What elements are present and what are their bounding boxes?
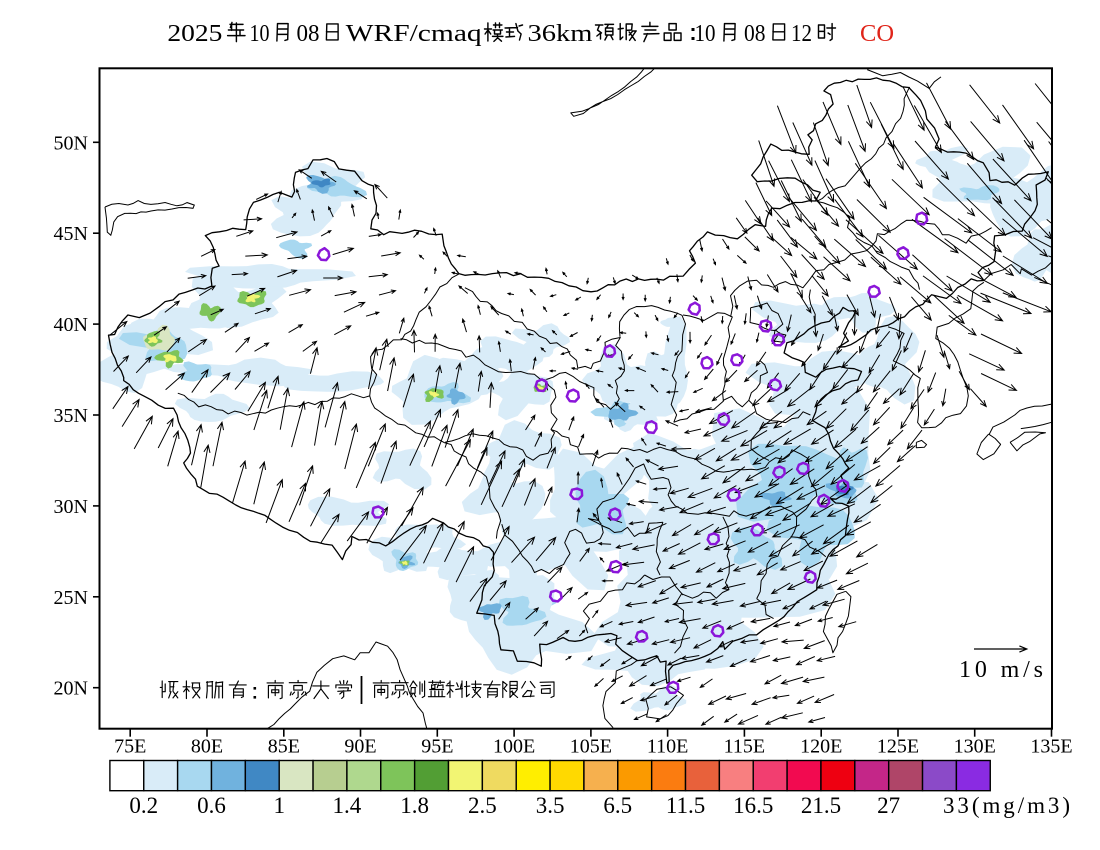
svg-text:3.5: 3.5 xyxy=(536,793,565,818)
svg-text:95E: 95E xyxy=(421,736,453,758)
svg-text:33(mg/m3): 33(mg/m3) xyxy=(943,793,1070,818)
svg-text:21.5: 21.5 xyxy=(801,793,841,818)
svg-text:110E: 110E xyxy=(647,736,688,758)
svg-text:12: 12 xyxy=(791,21,812,47)
svg-text:20N: 20N xyxy=(54,678,88,700)
svg-text:35N: 35N xyxy=(54,405,88,427)
svg-text:08: 08 xyxy=(297,21,320,47)
svg-text:1.4: 1.4 xyxy=(333,793,362,818)
svg-text:0.2: 0.2 xyxy=(129,793,158,818)
svg-text:10: 10 xyxy=(695,21,716,47)
svg-text:CO: CO xyxy=(860,21,894,47)
svg-text:10: 10 xyxy=(250,21,270,47)
svg-text:16.5: 16.5 xyxy=(733,793,773,818)
svg-text:2.5: 2.5 xyxy=(468,793,497,818)
svg-text:100E: 100E xyxy=(493,736,535,758)
svg-text:0.6: 0.6 xyxy=(197,793,226,818)
svg-text:115E: 115E xyxy=(724,736,765,758)
svg-text:75E: 75E xyxy=(114,736,146,758)
svg-text:6.5: 6.5 xyxy=(603,793,632,818)
svg-text:27: 27 xyxy=(877,793,900,818)
svg-text:WRF/cmaq: WRF/cmaq xyxy=(346,21,482,47)
svg-text:45N: 45N xyxy=(54,223,88,245)
svg-text:2025: 2025 xyxy=(167,21,222,47)
svg-text:11.5: 11.5 xyxy=(666,793,705,818)
svg-text:105E: 105E xyxy=(570,736,612,758)
svg-text:80E: 80E xyxy=(191,736,223,758)
svg-text:85E: 85E xyxy=(268,736,300,758)
svg-text:50N: 50N xyxy=(54,132,88,154)
svg-text:90E: 90E xyxy=(344,736,376,758)
svg-text:1: 1 xyxy=(273,793,285,818)
svg-text:135E: 135E xyxy=(1030,736,1072,758)
svg-text:130E: 130E xyxy=(954,736,996,758)
svg-text:1.8: 1.8 xyxy=(400,793,429,818)
svg-text:125E: 125E xyxy=(877,736,919,758)
svg-text:30N: 30N xyxy=(54,496,88,518)
svg-text:120E: 120E xyxy=(800,736,842,758)
svg-text:36km: 36km xyxy=(528,21,593,47)
svg-text:25N: 25N xyxy=(54,587,88,609)
svg-text:40N: 40N xyxy=(54,314,88,336)
svg-text:08: 08 xyxy=(744,21,766,47)
